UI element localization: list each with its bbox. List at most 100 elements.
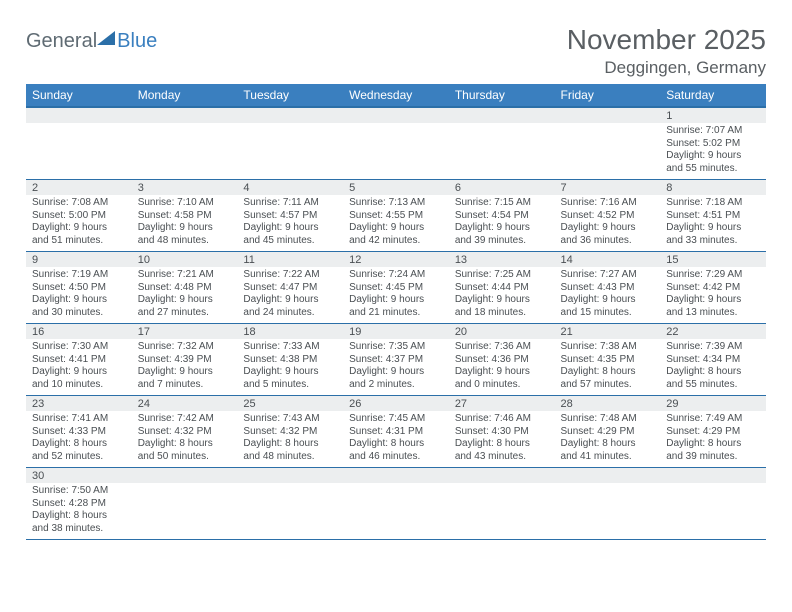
day-number: 15	[660, 252, 766, 268]
day-number: 25	[237, 396, 343, 412]
title-block: November 2025 Deggingen, Germany	[567, 24, 766, 78]
day-number	[132, 468, 238, 484]
day-number: 4	[237, 180, 343, 196]
day-number: 28	[555, 396, 661, 412]
weekday-header: Friday	[555, 84, 661, 107]
day-number: 7	[555, 180, 661, 196]
calendar-page: General Blue November 2025 Deggingen, Ge…	[0, 0, 792, 560]
day-number: 26	[343, 396, 449, 412]
day-details: Sunrise: 7:50 AMSunset: 4:28 PMDaylight:…	[26, 483, 132, 540]
day-number: 2	[26, 180, 132, 196]
day-details: Sunrise: 7:39 AMSunset: 4:34 PMDaylight:…	[660, 339, 766, 396]
day-details	[449, 123, 555, 180]
day-number: 17	[132, 324, 238, 340]
header: General Blue November 2025 Deggingen, Ge…	[26, 24, 766, 78]
day-number: 27	[449, 396, 555, 412]
calendar-table: SundayMondayTuesdayWednesdayThursdayFrid…	[26, 84, 766, 540]
day-details: Sunrise: 7:15 AMSunset: 4:54 PMDaylight:…	[449, 195, 555, 252]
day-number: 20	[449, 324, 555, 340]
day-number: 22	[660, 324, 766, 340]
weekday-header: Saturday	[660, 84, 766, 107]
day-details: Sunrise: 7:36 AMSunset: 4:36 PMDaylight:…	[449, 339, 555, 396]
day-number: 6	[449, 180, 555, 196]
day-number	[26, 107, 132, 123]
day-details: Sunrise: 7:25 AMSunset: 4:44 PMDaylight:…	[449, 267, 555, 324]
day-details: Sunrise: 7:08 AMSunset: 5:00 PMDaylight:…	[26, 195, 132, 252]
day-number: 14	[555, 252, 661, 268]
day-details: Sunrise: 7:41 AMSunset: 4:33 PMDaylight:…	[26, 411, 132, 468]
day-number: 30	[26, 468, 132, 484]
day-number: 19	[343, 324, 449, 340]
day-number	[343, 107, 449, 123]
weekday-header: Wednesday	[343, 84, 449, 107]
day-number: 1	[660, 107, 766, 123]
day-details: Sunrise: 7:30 AMSunset: 4:41 PMDaylight:…	[26, 339, 132, 396]
day-details: Sunrise: 7:24 AMSunset: 4:45 PMDaylight:…	[343, 267, 449, 324]
day-number: 16	[26, 324, 132, 340]
logo-general: General	[26, 30, 97, 53]
day-number: 9	[26, 252, 132, 268]
day-details: Sunrise: 7:32 AMSunset: 4:39 PMDaylight:…	[132, 339, 238, 396]
day-details	[555, 123, 661, 180]
day-number	[660, 468, 766, 484]
day-details: Sunrise: 7:18 AMSunset: 4:51 PMDaylight:…	[660, 195, 766, 252]
day-details: Sunrise: 7:29 AMSunset: 4:42 PMDaylight:…	[660, 267, 766, 324]
day-number: 12	[343, 252, 449, 268]
day-number: 11	[237, 252, 343, 268]
day-details	[343, 123, 449, 180]
day-number	[237, 468, 343, 484]
day-number: 23	[26, 396, 132, 412]
weekday-header: Tuesday	[237, 84, 343, 107]
day-details	[343, 483, 449, 540]
day-details: Sunrise: 7:35 AMSunset: 4:37 PMDaylight:…	[343, 339, 449, 396]
weekday-header: Thursday	[449, 84, 555, 107]
day-number: 21	[555, 324, 661, 340]
day-number: 5	[343, 180, 449, 196]
day-details: Sunrise: 7:33 AMSunset: 4:38 PMDaylight:…	[237, 339, 343, 396]
day-details: Sunrise: 7:22 AMSunset: 4:47 PMDaylight:…	[237, 267, 343, 324]
weekday-header: Monday	[132, 84, 238, 107]
day-details	[237, 123, 343, 180]
day-number: 24	[132, 396, 238, 412]
day-number	[449, 468, 555, 484]
day-details: Sunrise: 7:19 AMSunset: 4:50 PMDaylight:…	[26, 267, 132, 324]
day-details: Sunrise: 7:49 AMSunset: 4:29 PMDaylight:…	[660, 411, 766, 468]
day-details	[26, 123, 132, 180]
calendar-head: SundayMondayTuesdayWednesdayThursdayFrid…	[26, 84, 766, 107]
day-number	[237, 107, 343, 123]
day-details: Sunrise: 7:42 AMSunset: 4:32 PMDaylight:…	[132, 411, 238, 468]
day-details: Sunrise: 7:07 AMSunset: 5:02 PMDaylight:…	[660, 123, 766, 180]
day-number: 3	[132, 180, 238, 196]
calendar-body: 1 Sunrise: 7:07 AMSunset: 5:02 PMDayligh…	[26, 107, 766, 540]
day-details: Sunrise: 7:21 AMSunset: 4:48 PMDaylight:…	[132, 267, 238, 324]
logo: General Blue	[26, 30, 157, 53]
day-details	[660, 483, 766, 540]
month-year: November 2025	[567, 24, 766, 56]
day-number	[132, 107, 238, 123]
logo-triangle-icon	[97, 31, 115, 45]
day-details	[449, 483, 555, 540]
day-number: 18	[237, 324, 343, 340]
day-details: Sunrise: 7:10 AMSunset: 4:58 PMDaylight:…	[132, 195, 238, 252]
weekday-header: Sunday	[26, 84, 132, 107]
day-details	[555, 483, 661, 540]
day-details: Sunrise: 7:11 AMSunset: 4:57 PMDaylight:…	[237, 195, 343, 252]
day-number	[555, 468, 661, 484]
day-details: Sunrise: 7:45 AMSunset: 4:31 PMDaylight:…	[343, 411, 449, 468]
day-number	[449, 107, 555, 123]
day-details	[132, 483, 238, 540]
day-number: 29	[660, 396, 766, 412]
day-details: Sunrise: 7:43 AMSunset: 4:32 PMDaylight:…	[237, 411, 343, 468]
day-number: 8	[660, 180, 766, 196]
day-number: 13	[449, 252, 555, 268]
day-details: Sunrise: 7:16 AMSunset: 4:52 PMDaylight:…	[555, 195, 661, 252]
day-details	[132, 123, 238, 180]
day-details: Sunrise: 7:46 AMSunset: 4:30 PMDaylight:…	[449, 411, 555, 468]
day-details: Sunrise: 7:13 AMSunset: 4:55 PMDaylight:…	[343, 195, 449, 252]
day-details: Sunrise: 7:27 AMSunset: 4:43 PMDaylight:…	[555, 267, 661, 324]
day-details	[237, 483, 343, 540]
day-details: Sunrise: 7:48 AMSunset: 4:29 PMDaylight:…	[555, 411, 661, 468]
logo-blue: Blue	[117, 30, 157, 53]
day-details: Sunrise: 7:38 AMSunset: 4:35 PMDaylight:…	[555, 339, 661, 396]
location: Deggingen, Germany	[567, 58, 766, 78]
